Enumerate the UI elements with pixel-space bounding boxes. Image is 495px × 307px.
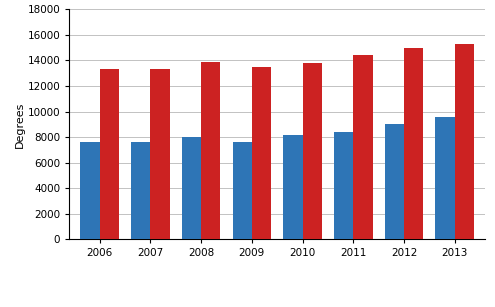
Bar (404, 48, 423, 239)
Y-axis label: Degrees: Degrees (15, 101, 25, 148)
Bar (233, 142, 252, 239)
Bar (131, 142, 150, 239)
Bar (150, 69, 170, 239)
Bar (385, 124, 404, 239)
Bar (99, 69, 119, 239)
Bar (334, 132, 353, 239)
Bar (81, 142, 99, 239)
Bar (353, 55, 373, 239)
Bar (182, 137, 201, 239)
Bar (283, 134, 302, 239)
Bar (252, 68, 271, 239)
Bar (436, 117, 455, 239)
Bar (455, 45, 474, 239)
Bar (201, 62, 220, 239)
Legend: Men, Women: Men, Women (220, 302, 335, 307)
Bar (302, 63, 322, 239)
